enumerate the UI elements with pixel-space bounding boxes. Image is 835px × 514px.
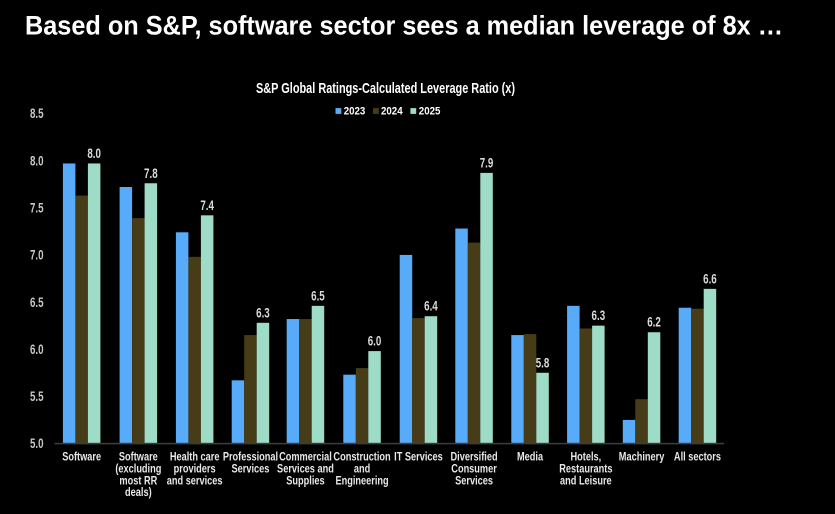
svg-text:7.8: 7.8 [144, 166, 158, 181]
svg-text:6.5: 6.5 [311, 288, 325, 303]
svg-text:Construction: Construction [333, 450, 390, 463]
svg-text:Professional: Professional [223, 450, 278, 463]
svg-text:6.5: 6.5 [30, 295, 44, 310]
svg-text:and: and [354, 462, 370, 475]
svg-text:6.6: 6.6 [703, 271, 717, 286]
svg-text:2025: 2025 [419, 105, 441, 117]
svg-text:6.4: 6.4 [424, 299, 438, 314]
svg-text:Engineering: Engineering [335, 474, 388, 487]
svg-text:2024: 2024 [381, 105, 403, 117]
svg-text:Based on S&P, software sector: Based on S&P, software sector sees a med… [25, 11, 783, 41]
svg-text:Media: Media [517, 450, 543, 463]
svg-text:Services and: Services and [277, 462, 334, 475]
svg-text:Restaurants: Restaurants [559, 462, 612, 475]
svg-text:6.0: 6.0 [368, 334, 382, 349]
svg-text:Health care: Health care [170, 450, 220, 463]
svg-text:8.0: 8.0 [87, 146, 101, 161]
svg-text:7.4: 7.4 [200, 198, 214, 213]
svg-text:Commercial: Commercial [279, 450, 332, 463]
svg-text:Services: Services [232, 462, 270, 475]
svg-text:most RR: most RR [119, 474, 157, 487]
svg-text:5.5: 5.5 [30, 389, 44, 404]
svg-text:Hotels,: Hotels, [571, 450, 602, 463]
svg-text:6.0: 6.0 [30, 342, 44, 357]
svg-text:8.5: 8.5 [30, 106, 44, 121]
svg-text:2023: 2023 [344, 105, 366, 117]
svg-text:5.8: 5.8 [536, 355, 550, 370]
svg-text:(excluding: (excluding [115, 462, 161, 475]
svg-text:6.2: 6.2 [647, 315, 661, 330]
svg-text:Services: Services [455, 474, 493, 487]
svg-text:and services: and services [167, 474, 223, 487]
svg-text:7.9: 7.9 [480, 155, 494, 170]
svg-text:IT Services: IT Services [394, 450, 443, 463]
svg-text:8.0: 8.0 [30, 153, 44, 168]
svg-text:Supplies: Supplies [286, 474, 324, 487]
svg-text:Machinery: Machinery [619, 450, 665, 463]
svg-text:and Leisure: and Leisure [560, 474, 612, 487]
svg-text:7.5: 7.5 [30, 201, 44, 216]
svg-text:7.0: 7.0 [30, 248, 44, 263]
svg-text:Software: Software [62, 450, 101, 463]
svg-text:5.0: 5.0 [30, 436, 44, 451]
svg-text:All sectors: All sectors [674, 450, 721, 463]
svg-text:6.3: 6.3 [256, 305, 270, 320]
svg-text:S&P Global Ratings-Calculated: S&P Global Ratings-Calculated Leverage R… [256, 81, 515, 97]
svg-text:Consumer: Consumer [451, 462, 497, 475]
svg-text:Software: Software [119, 450, 158, 463]
svg-text:providers: providers [174, 462, 216, 475]
svg-text:Diversified: Diversified [451, 450, 498, 463]
svg-text:6.3: 6.3 [592, 308, 606, 323]
svg-text:deals): deals) [125, 486, 152, 499]
